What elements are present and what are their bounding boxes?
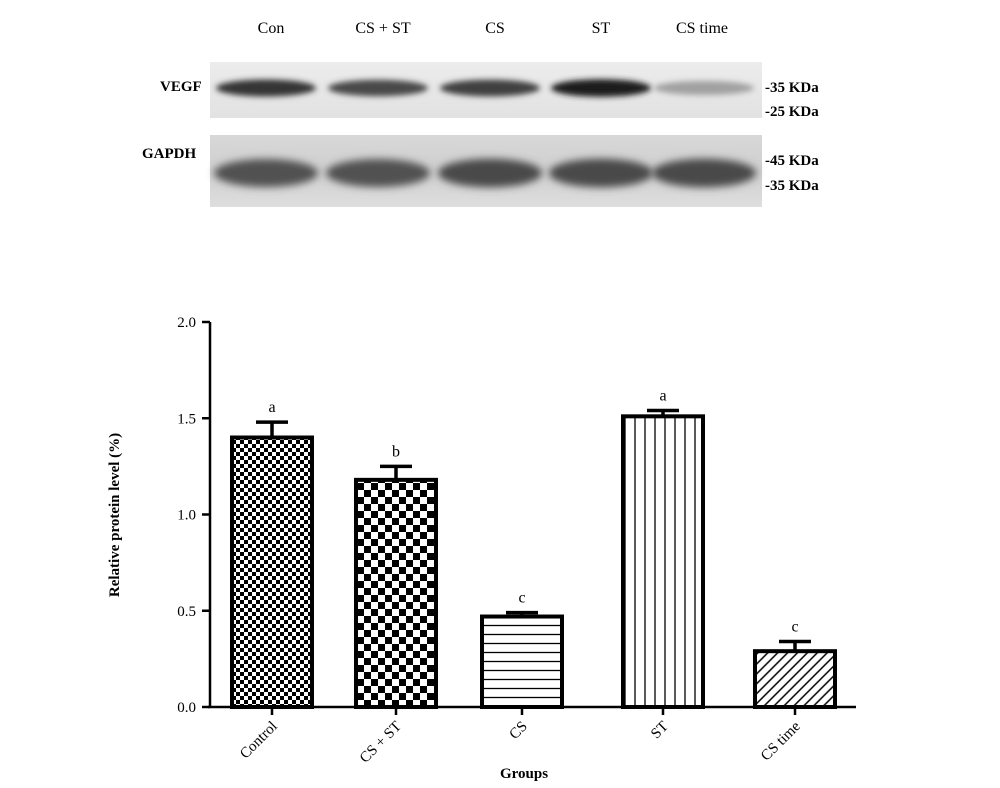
significance-label: c bbox=[518, 590, 525, 607]
y-tick-label: 0.0 bbox=[177, 700, 196, 716]
significance-label: a bbox=[659, 388, 666, 405]
y-tick-label: 1.0 bbox=[177, 508, 196, 524]
significance-label: c bbox=[791, 619, 798, 636]
significance-label: b bbox=[392, 443, 400, 460]
significance-label: a bbox=[268, 399, 275, 416]
y-tick-label: 0.5 bbox=[177, 604, 196, 620]
x-tick-label: CS bbox=[507, 719, 531, 743]
lane-label: Con bbox=[258, 20, 285, 37]
bar bbox=[480, 614, 564, 710]
bars: a b c a c bbox=[230, 388, 837, 710]
y-tick-label: 1.5 bbox=[177, 411, 196, 427]
lane-label: CS + ST bbox=[355, 20, 410, 37]
gapdh-band bbox=[438, 158, 542, 188]
vegf-band bbox=[440, 79, 540, 97]
row-label-gapdh: GAPDH bbox=[142, 146, 196, 162]
gapdh-band bbox=[652, 158, 756, 188]
y-tick-label: 2.0 bbox=[177, 315, 196, 331]
lane-label: CS bbox=[485, 20, 505, 37]
gapdh-band bbox=[214, 159, 318, 187]
x-tick-label: CS time bbox=[758, 718, 804, 764]
x-tick-label: ST bbox=[648, 719, 672, 743]
bar bbox=[230, 435, 314, 709]
vegf-band bbox=[328, 79, 428, 97]
gapdh-band bbox=[326, 159, 430, 187]
bar-chart: 0.0 0.5 1.0 1.5 2.0 a b c a c Control CS + ST CS ST… bbox=[107, 315, 856, 782]
bar bbox=[621, 414, 705, 709]
marker-label: -25 KDa bbox=[765, 104, 819, 120]
gapdh-bands bbox=[214, 158, 756, 188]
gapdh-band bbox=[549, 158, 653, 188]
x-axis-label: Groups bbox=[500, 766, 548, 782]
y-axis-label: Relative protein level (%) bbox=[107, 433, 123, 597]
lane-label: ST bbox=[592, 20, 611, 37]
vegf-band bbox=[654, 80, 754, 96]
western-blot: Con CS + ST CS ST CS time VEGF -35 KDa -… bbox=[142, 20, 819, 207]
bar bbox=[354, 477, 438, 709]
x-ticks: Control CS + ST CS ST CS time bbox=[237, 707, 804, 766]
vegf-bands bbox=[216, 79, 754, 97]
y-ticks: 0.0 0.5 1.0 1.5 2.0 bbox=[177, 315, 210, 716]
marker-label: -35 KDa bbox=[765, 178, 819, 194]
vegf-band bbox=[551, 79, 651, 97]
marker-label: -45 KDa bbox=[765, 153, 819, 169]
lane-label: CS time bbox=[676, 20, 728, 37]
x-tick-label: Control bbox=[237, 719, 281, 763]
vegf-band bbox=[216, 79, 316, 97]
bar bbox=[753, 649, 837, 709]
marker-label: -35 KDa bbox=[765, 80, 819, 96]
row-label-vegf: VEGF bbox=[160, 79, 202, 95]
x-tick-label: CS + ST bbox=[357, 719, 405, 767]
